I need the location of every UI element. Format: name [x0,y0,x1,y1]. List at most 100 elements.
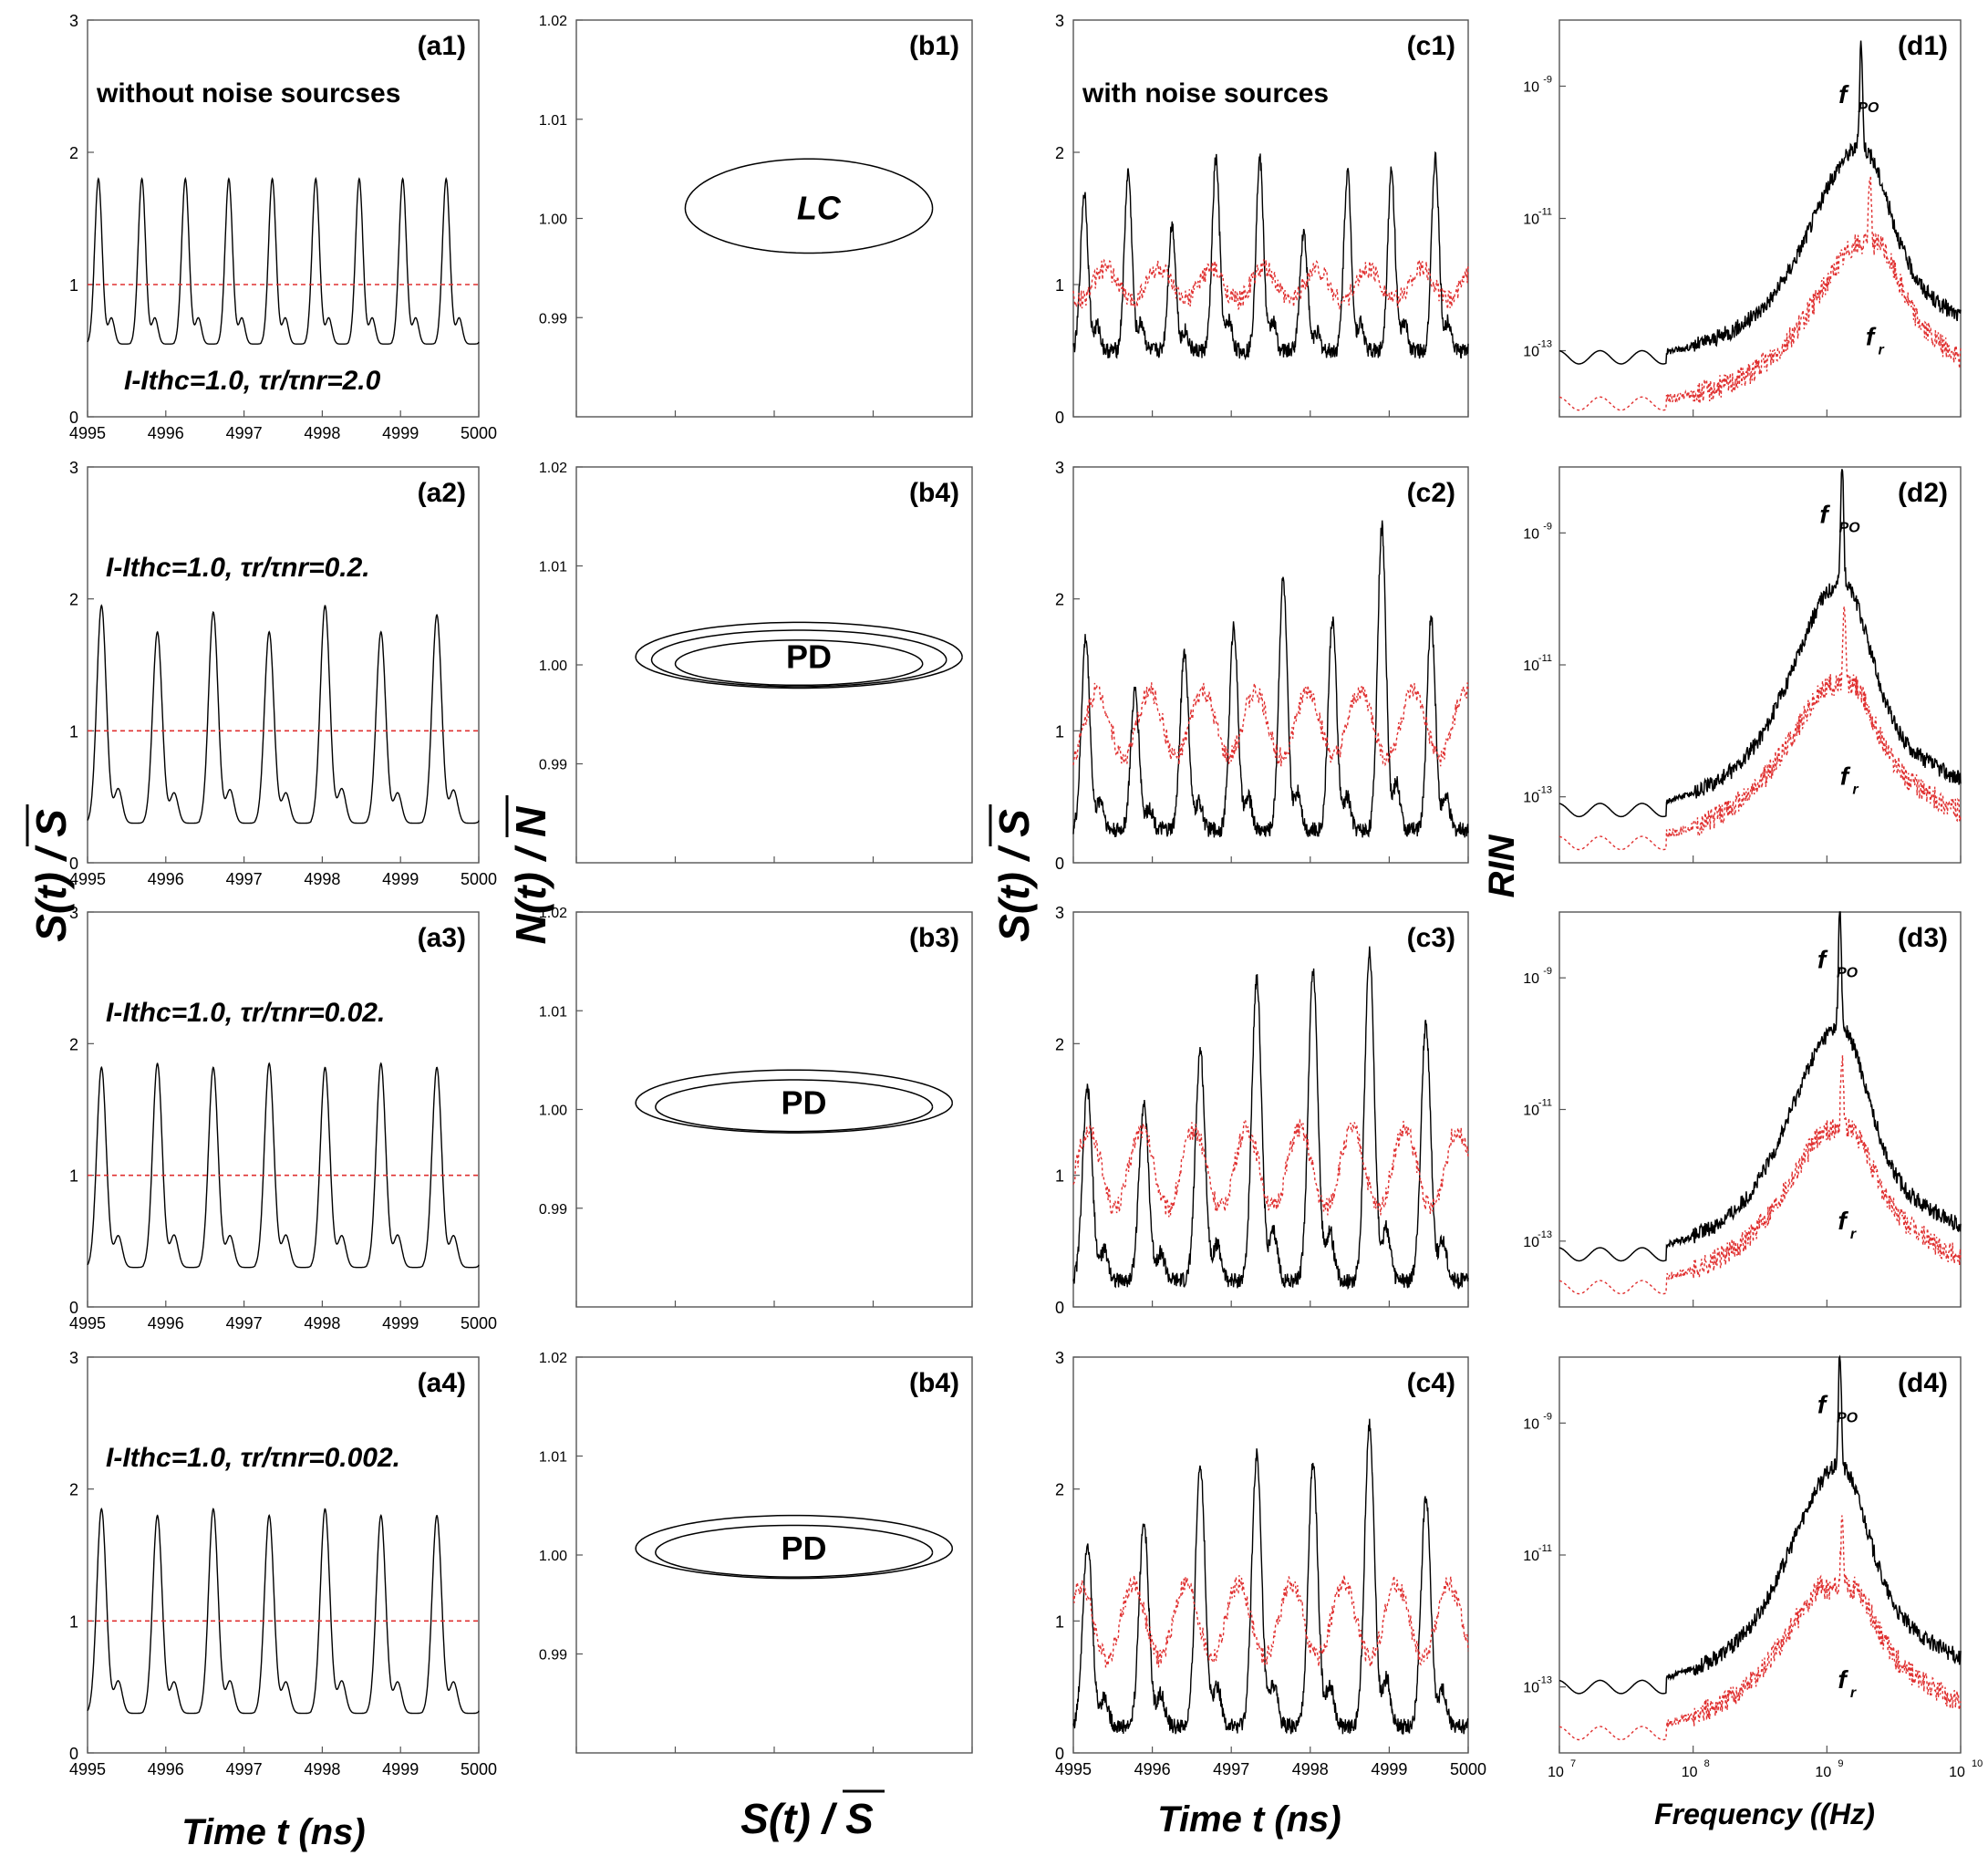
y-tick-exponent: -13 [1538,1229,1552,1240]
x-tick-label: 4997 [226,424,263,442]
panel-label: (a2) [418,478,466,508]
x-tick-exponent: 10 [1972,1758,1983,1769]
x-tick-label: 4998 [1292,1760,1329,1778]
y-tick-label: 3 [1055,459,1064,477]
panel-label: (d1) [1898,31,1948,61]
signal-line [87,1507,480,1715]
x-tick-label: 4995 [69,870,106,888]
x-tick-label: 5000 [461,424,497,442]
ylabel-c: S(t) / S [990,809,1038,942]
panel-label: (d4) [1898,1368,1948,1398]
panel-c4: 0 1 2 3 4995 4996 4997 4998 4999 5000 (c4) [1055,1349,1486,1778]
y-tick-label: 0.99 [539,311,567,327]
peak-label-fpo-sub: PO [1858,100,1879,116]
x-tick-label: 4999 [382,870,419,888]
mean-signal-line [1072,1574,1469,1668]
y-tick-label: 1 [69,722,78,741]
y-tick-label: 2 [69,1035,78,1053]
panel-b4: 0.99 1.00 1.01 1.02 PD (b4) [539,1351,973,1754]
y-tick-label: 1.02 [539,14,567,29]
panel-label: (a3) [418,923,466,953]
peak-label-fr: f [1840,762,1851,791]
phase-loop [635,1514,954,1580]
x-tick-label: 10 [1682,1765,1698,1780]
x-tick-label: 4996 [148,1760,184,1778]
ylabel-c-group: S(t) / S [989,804,1038,942]
rin-mean-line [1558,1055,1962,1295]
loop-label: PD [782,1529,827,1567]
y-tick-exponent: -13 [1538,785,1552,796]
plot-frame [1558,911,1962,1308]
y-tick-label: 2 [69,1481,78,1499]
y-tick-label: 1.00 [539,1104,567,1119]
y-tick-label: 0 [69,855,78,873]
x-tick-label: 4999 [382,1760,419,1778]
x-tick-label: 5000 [461,1760,497,1778]
panel-c1: 0 1 2 3 (c1) with noise sources [1055,12,1469,427]
panel-label: (b3) [909,923,959,953]
y-tick-exponent: -11 [1538,1098,1552,1109]
peak-label-fr-sub: r [1850,1227,1857,1242]
panels-layer: 0 1 2 3 4995 4996 4997 4998 4999 5000 (a1) without … [69,12,1983,1780]
plot-frame [1072,466,1469,864]
y-tick-label: 3 [69,904,78,922]
x-tick-label: 4996 [1134,1760,1171,1778]
y-tick-label: 0.99 [539,758,567,773]
y-tick-label: 0 [69,409,78,427]
peak-label-fr-sub: r [1878,343,1884,358]
peak-label-fpo: f [1817,945,1828,973]
x-tick-label: 4997 [1213,1760,1249,1778]
x-tick-label: 4996 [148,1314,184,1332]
loop-label: PD [786,638,832,675]
rin-noisy-line [1558,911,1962,1262]
y-tick-label: 2 [1055,591,1064,609]
peak-label-fpo: f [1838,80,1849,109]
panel-c3: 0 1 2 3 (c3) [1055,904,1469,1317]
panel-b4: 0.99 1.00 1.01 1.02 PD (b4) [539,461,973,864]
y-tick-label: 3 [1055,12,1064,30]
ylabel-b: N(t) / N [507,806,554,945]
condition-label: I-Ithc=1.0, τr/τnr=0.2. [106,553,370,583]
y-tick-label: 3 [69,12,78,30]
panel-c2: 0 1 2 3 (c2) [1055,459,1469,873]
x-tick-label: 4995 [69,424,106,442]
peak-label-fpo: f [1817,1391,1828,1419]
signal-line [87,176,480,345]
x-tick-label: 10 [1548,1765,1564,1780]
y-tick-exponent: -9 [1543,966,1552,977]
panel-label: (c3) [1407,923,1455,953]
signal-line [1072,946,1469,1291]
x-tick-label: 5000 [1450,1760,1486,1778]
condition-label: I-Ithc=1.0, τr/τnr=2.0 [124,366,381,396]
peak-label-fr: f [1838,1207,1848,1235]
y-tick-label: 3 [1055,1349,1064,1367]
loop-label: PD [782,1083,827,1121]
x-tick-label: 4999 [382,1314,419,1332]
panel-b3: 0.99 1.00 1.01 1.02 PD (b3) [539,906,973,1308]
ylabel-d: RIN [1482,834,1522,897]
ylabel-a-group: S(t) / S [26,804,75,942]
peak-label-fpo-sub: PO [1837,965,1859,980]
x-tick-exponent: 8 [1704,1758,1710,1769]
signal-line [1072,1418,1469,1736]
panel-label: (a1) [418,31,466,61]
y-tick-label: 10 [1523,213,1539,228]
x-tick-label: 4999 [1371,1760,1407,1778]
y-tick-label: 0 [69,1299,78,1317]
plot-frame [1072,1356,1469,1754]
phase-loop [684,158,934,254]
y-tick-label: 10 [1523,658,1539,674]
panel-label: (c2) [1407,478,1455,508]
x-tick-label: 10 [1949,1765,1965,1780]
y-tick-exponent: -13 [1538,339,1552,350]
x-tick-label: 4999 [382,424,419,442]
xlabel-d: Frequency ((Hz) [1654,1798,1875,1830]
y-tick-label: 10 [1523,1549,1539,1564]
y-tick-label: 1.00 [539,213,567,228]
phase-loop [635,1069,954,1134]
rin-noisy-line [1558,1354,1962,1695]
panel-b1: 0.99 1.00 1.01 1.02 LC (b1) [539,14,973,418]
